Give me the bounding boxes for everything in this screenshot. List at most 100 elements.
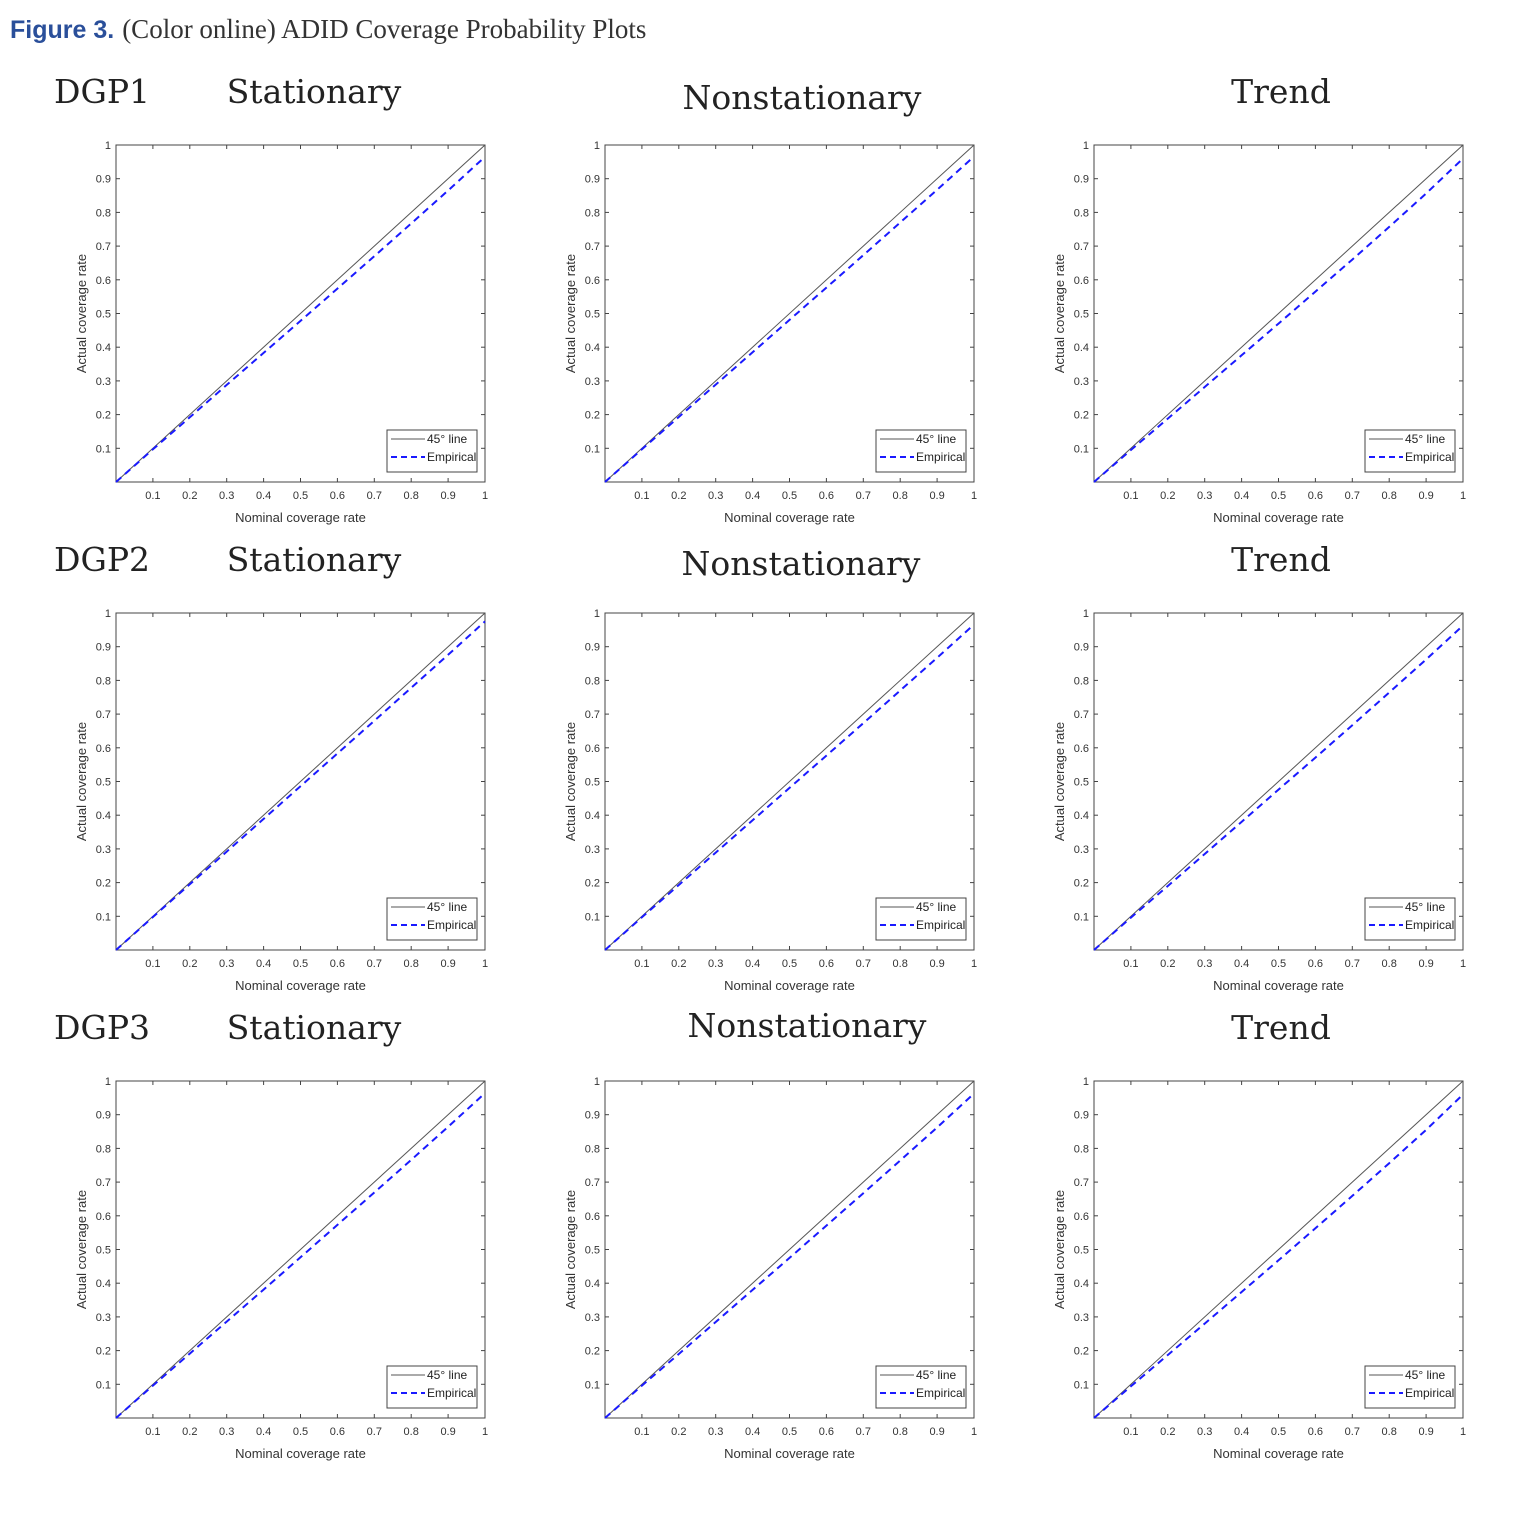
x-tick-label: 0.2 — [182, 958, 197, 970]
x-tick-label: 0.7 — [367, 958, 382, 970]
y-tick-label: 0.6 — [1074, 1211, 1089, 1223]
y-tick-label: 0.4 — [585, 810, 600, 822]
x-tick-label: 0.8 — [1382, 1426, 1397, 1438]
y-tick-label: 0.8 — [96, 207, 111, 219]
y-axis-label: Actual coverage rate — [563, 722, 578, 841]
legend: 45° line Empirical — [1364, 897, 1456, 941]
y-tick-label: 0.8 — [585, 207, 600, 219]
x-tick-label: 1 — [482, 1426, 488, 1438]
x-tick-label: 0.3 — [1197, 1426, 1212, 1438]
x-tick-label: 0.7 — [856, 1426, 871, 1438]
series-empirical-line — [115, 1092, 486, 1419]
x-tick-label: 0.7 — [856, 490, 871, 502]
chart-dgp1-trend: 0.1 0.2 0.3 0.4 0.5 0.6 0.7 0.8 0.9 1 0.1 0.2 0.3 0.4… — [1018, 130, 1498, 590]
y-tick-label: 1 — [105, 140, 111, 152]
x-tick-label: 0.9 — [929, 1426, 944, 1438]
y-tick-label: 0.4 — [96, 810, 111, 822]
y-tick-label: 0.3 — [585, 1312, 600, 1324]
y-tick-label: 0.1 — [1074, 1379, 1089, 1391]
x-tick-label: 0.5 — [1271, 958, 1286, 970]
legend: 45° line Empirical — [386, 897, 478, 941]
y-tick-label: 0.3 — [96, 1312, 111, 1324]
y-tick-label: 0.3 — [585, 376, 600, 388]
y-tick-label: 0.2 — [1074, 1346, 1089, 1358]
x-tick-label: 0.4 — [745, 490, 760, 502]
x-tick-label: 1 — [971, 958, 977, 970]
x-tick-label: 0.4 — [1234, 958, 1249, 970]
y-tick-label: 0.5 — [585, 309, 600, 321]
row-label-dgp1: DGP1 — [54, 72, 151, 111]
legend-box — [1364, 897, 1456, 941]
y-tick-label: 0.5 — [585, 1245, 600, 1257]
x-tick-label: 0.6 — [1308, 1426, 1323, 1438]
x-tick-label: 0.2 — [671, 490, 686, 502]
y-tick-label: 0.6 — [96, 1211, 111, 1223]
legend-box — [1364, 429, 1456, 473]
legend-box — [386, 429, 478, 473]
chart-svg: 0.1 0.2 0.3 0.4 0.5 0.6 0.7 0.8 0.9 1 0.1 0.2 0.3 0.4… — [1052, 1076, 1466, 1461]
x-tick-label: 0.4 — [1234, 1426, 1249, 1438]
x-tick-label: 0.3 — [1197, 958, 1212, 970]
series-empirical-line — [604, 623, 975, 951]
figure-caption-text: (Color online) ADID Coverage Probability… — [122, 14, 647, 44]
y-tick-label: 1 — [1083, 608, 1089, 620]
x-tick-label: 0.9 — [929, 958, 944, 970]
y-tick-label: 0.2 — [1074, 410, 1089, 422]
legend: 45° line Empirical — [1364, 429, 1456, 473]
legend-box — [1364, 1365, 1456, 1409]
y-tick-label: 0.9 — [1074, 1110, 1089, 1122]
x-tick-label: 1 — [482, 958, 488, 970]
legend: 45° line Empirical — [875, 897, 967, 941]
legend-label: 45° line — [427, 432, 467, 446]
chart-dgp3-nonstationary: 0.1 0.2 0.3 0.4 0.5 0.6 0.7 0.8 0.9 1 0.1 0.2 0.3 0.4… — [529, 1066, 1009, 1526]
chart-svg: 0.1 0.2 0.3 0.4 0.5 0.6 0.7 0.8 0.9 1 0.1 0.2 0.3 0.4… — [74, 140, 488, 525]
x-tick-label: 0.4 — [745, 958, 760, 970]
title-r2-stationary: Stationary — [226, 540, 402, 579]
x-tick-label: 0.8 — [404, 1426, 419, 1438]
x-tick-label: 0.1 — [1123, 958, 1138, 970]
y-tick-label: 0.3 — [1074, 844, 1089, 856]
series-empirical-line — [1093, 1093, 1464, 1419]
legend-label: Empirical — [427, 450, 476, 464]
y-tick-label: 1 — [1083, 1076, 1089, 1088]
y-tick-label: 0.7 — [96, 709, 111, 721]
x-tick-label: 0.2 — [671, 958, 686, 970]
y-tick-label: 0.9 — [1074, 642, 1089, 654]
y-tick-label: 0.6 — [96, 275, 111, 287]
y-tick-label: 1 — [105, 1076, 111, 1088]
y-tick-label: 0.5 — [1074, 309, 1089, 321]
x-tick-label: 0.7 — [856, 958, 871, 970]
x-tick-label: 0.1 — [1123, 490, 1138, 502]
x-axis-label: Nominal coverage rate — [724, 510, 855, 525]
legend: 45° line Empirical — [875, 429, 967, 473]
legend-box — [875, 429, 967, 473]
y-tick-label: 0.4 — [585, 342, 600, 354]
x-tick-label: 0.4 — [256, 1426, 271, 1438]
y-tick-label: 0.1 — [96, 911, 111, 923]
x-tick-label: 1 — [1460, 490, 1466, 502]
x-axis-label: Nominal coverage rate — [1213, 1446, 1344, 1461]
y-tick-label: 0.4 — [96, 1278, 111, 1290]
title-r1-stationary: Stationary — [226, 72, 402, 111]
legend-label: 45° line — [916, 432, 956, 446]
title-r3-stationary: Stationary — [226, 1008, 402, 1047]
legend-label: Empirical — [916, 450, 965, 464]
figure-caption: Figure 3. (Color online) ADID Coverage Pr… — [10, 14, 646, 45]
y-tick-label: 0.8 — [1074, 207, 1089, 219]
x-tick-label: 0.6 — [819, 1426, 834, 1438]
legend-box — [386, 1365, 478, 1409]
y-tick-label: 0.4 — [1074, 810, 1089, 822]
x-tick-label: 0.4 — [256, 490, 271, 502]
series-45-degree-line — [604, 612, 975, 951]
chart-dgp2-nonstationary: 0.1 0.2 0.3 0.4 0.5 0.6 0.7 0.8 0.9 1 0.1 0.2 0.3 0.4… — [529, 598, 1009, 1058]
series-45-degree-line — [1093, 1080, 1464, 1419]
y-tick-label: 0.8 — [96, 675, 111, 687]
row-label-dgp2: DGP2 — [54, 540, 151, 579]
series-empirical-line — [115, 156, 486, 483]
x-tick-label: 0.2 — [671, 1426, 686, 1438]
x-tick-label: 0.9 — [440, 958, 455, 970]
legend-label: Empirical — [1405, 918, 1454, 932]
y-tick-label: 0.7 — [585, 241, 600, 253]
x-tick-label: 1 — [971, 1426, 977, 1438]
y-tick-label: 0.8 — [1074, 1143, 1089, 1155]
